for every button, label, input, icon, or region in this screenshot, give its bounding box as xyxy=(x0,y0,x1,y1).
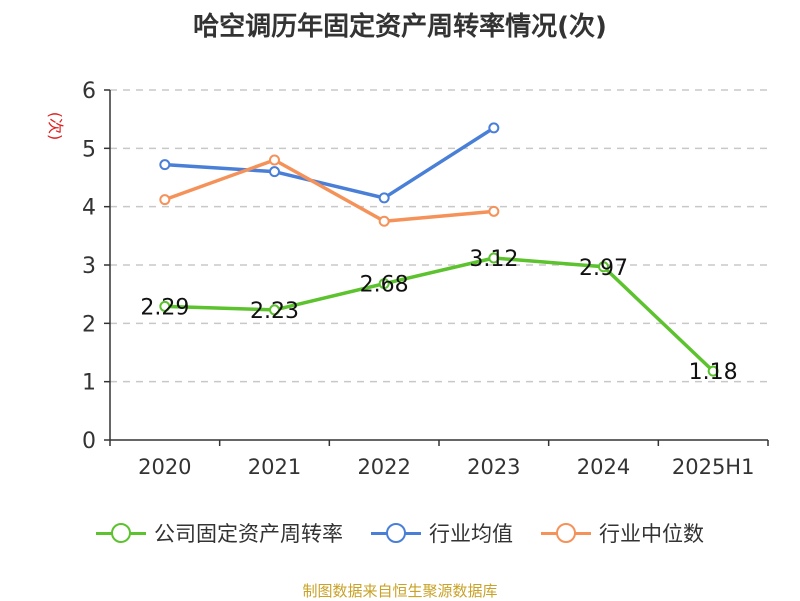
data-label: 2.97 xyxy=(579,256,628,281)
legend-item: 公司固定资产周转率 xyxy=(96,518,343,548)
y-tick-label: 3 xyxy=(82,254,96,279)
series-line xyxy=(163,256,715,373)
y-tick-label: 1 xyxy=(82,371,96,396)
x-tick-label: 2022 xyxy=(357,455,410,479)
legend-label: 行业中位数 xyxy=(599,522,704,546)
legend-marker-icon xyxy=(541,521,591,545)
legend: 公司固定资产周转率 行业均值 行业中位数 xyxy=(0,518,800,548)
data-point xyxy=(488,122,500,134)
legend-item: 行业均值 xyxy=(371,518,513,548)
legend-item: 行业中位数 xyxy=(541,518,704,548)
data-point xyxy=(488,205,500,217)
data-label: 2.23 xyxy=(250,299,299,324)
y-tick-label: 2 xyxy=(82,312,96,337)
x-tick-label: 2020 xyxy=(138,455,191,479)
y-axis-label: (次) xyxy=(46,112,65,141)
data-point xyxy=(378,278,390,290)
data-point xyxy=(707,365,719,377)
y-tick-label: 5 xyxy=(82,137,96,162)
data-point xyxy=(598,261,609,273)
data-point xyxy=(159,159,171,171)
data-label: 2.68 xyxy=(360,273,409,298)
series-line xyxy=(163,126,496,200)
series-line xyxy=(163,158,496,223)
y-tick-label: 6 xyxy=(82,79,96,104)
x-tick-label: 2021 xyxy=(248,455,301,479)
data-label: 3.12 xyxy=(469,247,518,272)
legend-label: 行业均值 xyxy=(429,522,513,546)
y-tick-label: 4 xyxy=(82,196,96,221)
x-tick-label: 2024 xyxy=(577,455,630,479)
legend-label: 公司固定资产周转率 xyxy=(154,522,343,546)
data-point xyxy=(378,192,390,204)
data-label: 2.29 xyxy=(140,295,189,320)
data-point xyxy=(378,215,390,227)
legend-marker-icon xyxy=(96,521,146,545)
data-point xyxy=(159,194,171,206)
x-tick-label: 2023 xyxy=(467,455,520,479)
x-tick-label: 2025H1 xyxy=(672,455,755,479)
data-point xyxy=(269,154,280,166)
data-point xyxy=(269,304,280,316)
legend-marker-icon xyxy=(371,521,421,545)
data-point xyxy=(269,166,280,178)
y-tick-label: 0 xyxy=(82,429,96,454)
data-label: 1.18 xyxy=(689,360,738,385)
data-point xyxy=(159,300,171,312)
data-point xyxy=(488,252,500,264)
chart-title: 哈空调历年固定资产周转率情况(次) xyxy=(193,12,607,42)
source-note: 制图数据来自恒生聚源数据库 xyxy=(302,582,498,600)
